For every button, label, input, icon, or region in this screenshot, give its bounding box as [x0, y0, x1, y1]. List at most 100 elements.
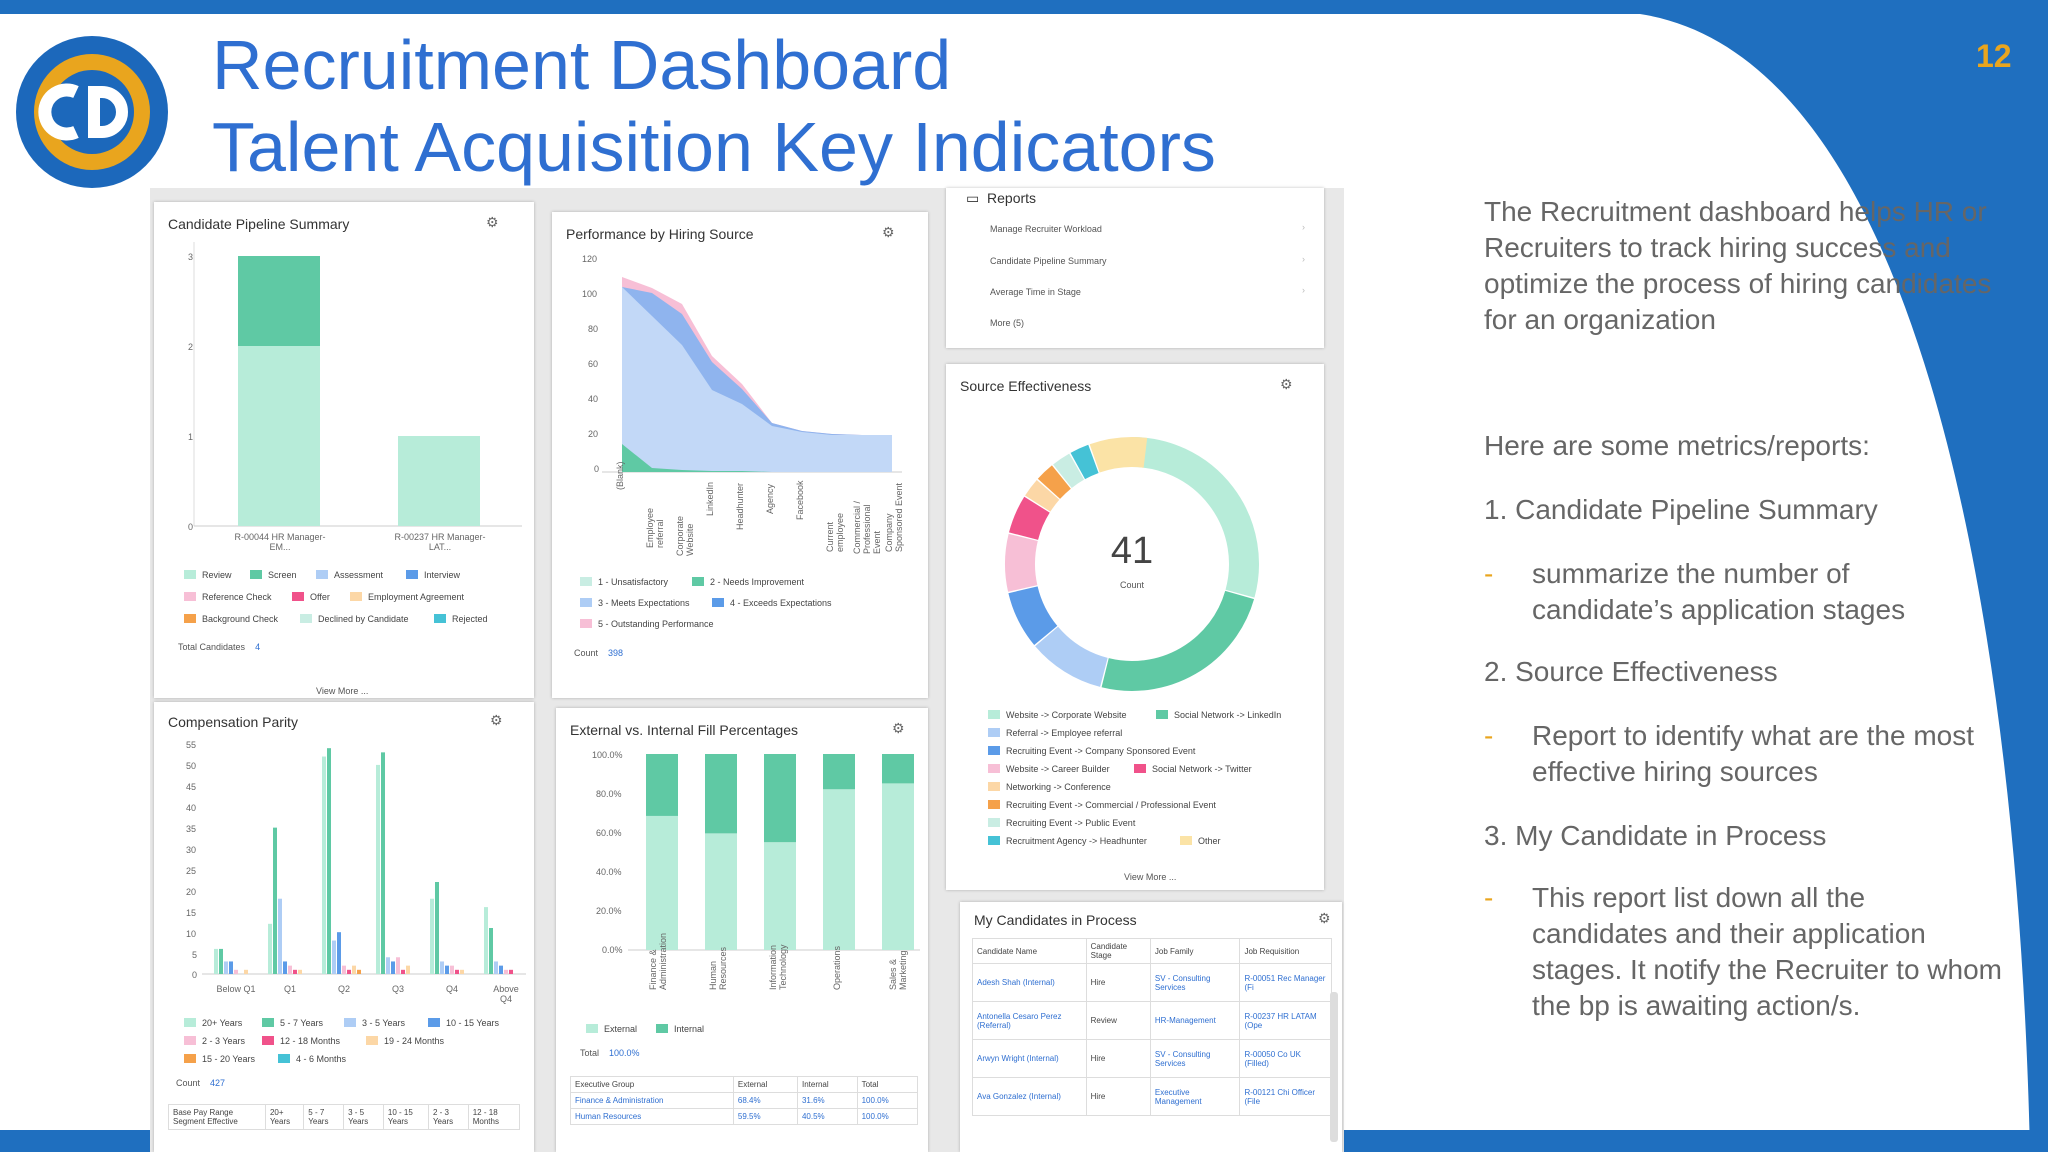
chevron-right-icon[interactable]: › [1302, 222, 1305, 232]
candidate-name-link[interactable]: Ava Gonzalez (Internal) [972, 1077, 1087, 1116]
fill-settings-icon[interactable]: ⚙ [892, 720, 905, 736]
metrics-heading: Here are some metrics/reports: [1484, 430, 1870, 461]
legend-item: 4 - 6 Months [278, 1054, 346, 1064]
legend-item: 15 - 20 Years [184, 1054, 255, 1064]
report-link[interactable]: Manage Recruiter Workload [990, 224, 1102, 234]
table-cell-link[interactable]: Human Resources [570, 1108, 734, 1125]
comp-xtick: Q2 [337, 984, 350, 994]
comp-ytick: 20 [186, 887, 197, 897]
comp-bar [283, 961, 287, 974]
page-title-line2: Talent Acquisition Key Indicators [212, 108, 1216, 186]
legend-item: Recruiting Event -> Company Sponsored Ev… [988, 746, 1195, 756]
table-header: Base Pay Range Segment Effective [168, 1104, 266, 1130]
donut-slice [1131, 437, 1259, 598]
fill-panel: External vs. Internal Fill Percentages ⚙… [556, 708, 928, 1152]
candidate-name-link[interactable]: Arwyn Wright (Internal) [972, 1039, 1087, 1078]
table-cell-link[interactable]: SV - Consulting Services [1149, 1039, 1241, 1078]
hiring-ytick: 80 [588, 324, 599, 334]
comp-bar [224, 961, 228, 974]
legend-item: 5 - 7 Years [262, 1018, 323, 1028]
pipeline-xtick: R-00237 HR Manager-LAT... [394, 532, 486, 552]
comp-bar [460, 969, 464, 974]
fill-chart [628, 754, 920, 951]
legend-item: Social Network -> LinkedIn [1156, 710, 1281, 720]
legend-item: Reference Check [184, 592, 272, 602]
comp-bar [440, 961, 444, 974]
chevron-right-icon[interactable]: › [1302, 285, 1305, 295]
metric-item-1: 1. Candidate Pipeline Summary [1484, 494, 1878, 525]
candidate-name-link[interactable]: Adesh Shah (Internal) [972, 963, 1087, 1002]
table-cell-link[interactable]: R-00237 HR LATAM (Ope [1239, 1001, 1332, 1040]
legend-item: Other [1180, 836, 1221, 846]
candidates-table: Candidate Name Candidate Stage Job Famil… [972, 938, 1332, 1116]
table-header: Job Requisition [1239, 938, 1332, 964]
comp-bar [332, 940, 336, 974]
fill-ytick: 60.0% [596, 828, 622, 838]
comp-bar [268, 923, 272, 974]
comp-xtick: Q4 [445, 984, 458, 994]
hiring-xtick: Headhunter [735, 482, 745, 530]
report-link[interactable]: Candidate Pipeline Summary [990, 256, 1107, 266]
table-cell-link[interactable]: Executive Management [1149, 1077, 1241, 1116]
legend-item: External [586, 1024, 637, 1034]
comp-bar [499, 965, 503, 974]
table-cell-link[interactable]: SV - Consulting Services [1149, 963, 1241, 1002]
donut-slice [1053, 453, 1085, 489]
donut-slice [1101, 590, 1255, 691]
comp-bar [406, 965, 410, 974]
report-link[interactable]: More (5) [990, 318, 1025, 328]
table-cell-link[interactable]: R-00051 Rec Manager (Fi [1239, 963, 1332, 1002]
legend-item: 5 - Outstanding Performance [580, 619, 714, 629]
hiring-xtick: Current employee [825, 512, 845, 552]
comp-bar [455, 969, 459, 974]
source-view-more[interactable]: View More ... [1124, 872, 1177, 882]
pipeline-title: Candidate Pipeline Summary [168, 216, 350, 232]
table-cell-link[interactable]: HR-Management [1149, 1001, 1241, 1040]
table-cell-link[interactable]: R-00121 Chi Officer (File [1239, 1077, 1332, 1116]
fill-bar-internal [764, 754, 796, 843]
hiring-source-panel: Performance by Hiring Source ⚙ 120 100 8… [552, 212, 928, 698]
comp-bar [504, 969, 508, 974]
pipeline-view-more[interactable]: View More ... [316, 686, 369, 696]
fill-xtick: Finance & Administration [648, 932, 668, 990]
table-cell-link[interactable]: Finance & Administration [570, 1092, 734, 1109]
hiring-source-settings-icon[interactable]: ⚙ [882, 224, 895, 240]
source-settings-icon[interactable]: ⚙ [1280, 376, 1293, 392]
comp-bar [352, 965, 356, 974]
legend-item: Internal [656, 1024, 704, 1034]
reports-header: ▭ Reports [966, 190, 1037, 206]
candidates-settings-icon[interactable]: ⚙ [1318, 910, 1331, 926]
compensation-settings-icon[interactable]: ⚙ [490, 712, 503, 728]
candidates-scrollbar[interactable] [1330, 992, 1338, 1142]
legend-item: 2 - 3 Years [184, 1036, 245, 1046]
legend-item: Social Network -> Twitter [1134, 764, 1252, 774]
chevron-right-icon[interactable]: › [1302, 254, 1305, 264]
hiring-count: Count 398 [574, 648, 624, 658]
legend-item: Rejected [434, 614, 488, 624]
pipeline-settings-icon[interactable]: ⚙ [486, 214, 499, 230]
metric-item-3: 3. My Candidate in Process [1484, 820, 1827, 851]
area-needs [622, 444, 892, 472]
fill-title: External vs. Internal Fill Percentages [570, 722, 798, 738]
legend-item: 12 - 18 Months [262, 1036, 340, 1046]
table-cell: 40.5% [796, 1108, 858, 1125]
comp-bar [342, 965, 346, 974]
donut-slice [1025, 479, 1060, 512]
comp-count: Count 427 [176, 1078, 226, 1088]
comp-bar [494, 961, 498, 974]
candidate-name-link[interactable]: Antonella Cesaro Perez (Referral) [972, 1001, 1087, 1040]
comp-bar [381, 752, 385, 974]
metric-item-3-desc: This report list down all the candidates… [1532, 882, 2002, 1021]
table-cell-link[interactable]: R-00050 Co UK (Filled) [1239, 1039, 1332, 1078]
legend-item: 1 - Unsatisfactory [580, 577, 668, 587]
table-row: Human Resources 59.5% 40.5% 100.0% [570, 1108, 919, 1125]
comp-ytick: 15 [186, 908, 197, 918]
comp-xtick: Q1 [283, 984, 296, 994]
report-link[interactable]: Average Time in Stage [990, 287, 1081, 297]
hiring-ytick: 20 [588, 429, 599, 439]
table-header: 5 - 7 Years [303, 1104, 345, 1130]
fill-bar-internal [646, 754, 678, 816]
compensation-title: Compensation Parity [168, 714, 298, 730]
legend-item: 10 - 15 Years [428, 1018, 499, 1028]
comp-bar [244, 969, 248, 974]
